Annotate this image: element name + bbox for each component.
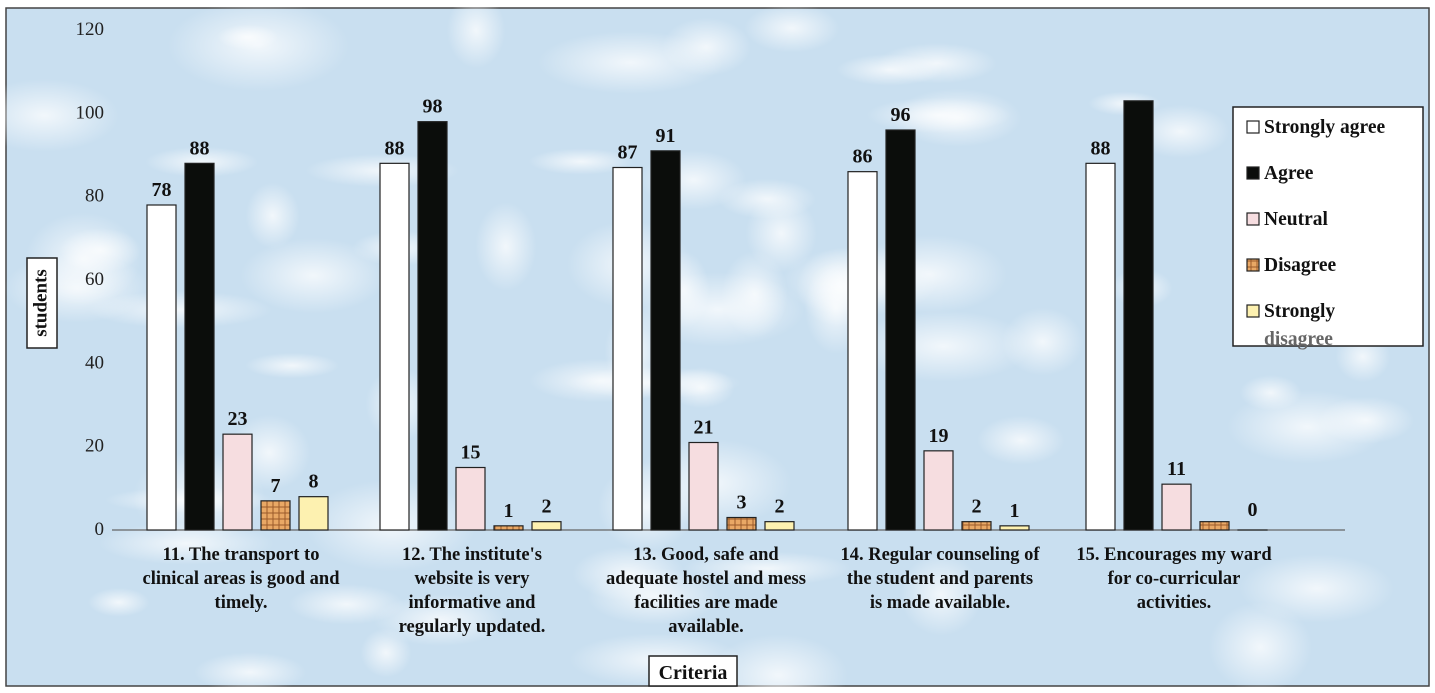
- category-label: website is very: [414, 569, 530, 589]
- data-label: 2: [542, 496, 552, 518]
- category-label: is made available.: [870, 593, 1010, 613]
- legend-swatch: [1247, 305, 1259, 317]
- data-label: 7: [271, 475, 281, 497]
- y-tick-label: 20: [85, 436, 104, 457]
- bar: [147, 205, 176, 530]
- legend-label: Disagree: [1264, 255, 1337, 276]
- bar: [689, 443, 718, 531]
- category-label: for co-curricular: [1108, 569, 1241, 589]
- y-tick-label: 100: [76, 102, 105, 123]
- y-tick-label: 40: [85, 352, 104, 373]
- data-label: 3: [737, 492, 747, 514]
- y-tick-label: 0: [95, 519, 105, 540]
- data-label: 96: [891, 104, 911, 126]
- data-label: 21: [694, 417, 714, 439]
- bar: [613, 168, 642, 531]
- category-label: informative and: [409, 593, 537, 613]
- background-cloud: [744, 4, 839, 53]
- y-tick-label: 80: [85, 186, 104, 207]
- category-label: 12. The institute's: [402, 545, 542, 565]
- bar: [494, 526, 523, 530]
- category-label: facilities are made: [634, 593, 778, 613]
- bar: [924, 451, 953, 530]
- x-axis-title: Criteria: [659, 662, 728, 684]
- legend-label: disagree: [1264, 329, 1333, 350]
- bar: [261, 501, 290, 530]
- category-label: activities.: [1137, 593, 1212, 613]
- data-label: 88: [385, 137, 405, 159]
- legend-swatch: [1247, 259, 1259, 271]
- data-label: 19: [929, 425, 949, 447]
- data-label: 86: [853, 146, 873, 168]
- y-axis-title: students: [30, 269, 51, 337]
- y-tick-label: 120: [76, 19, 105, 40]
- data-label: 78: [152, 179, 172, 201]
- category-label: timely.: [215, 593, 268, 613]
- bar: [886, 130, 915, 530]
- bar: [456, 468, 485, 531]
- data-label: 1: [504, 500, 514, 522]
- background-cloud: [88, 588, 150, 617]
- bar: [962, 522, 991, 530]
- legend-label: Strongly agree: [1264, 117, 1385, 138]
- data-label: 2: [972, 496, 982, 518]
- category-label: 15. Encourages my ward: [1076, 545, 1272, 565]
- data-label: 23: [228, 408, 248, 430]
- background-cloud: [475, 202, 536, 291]
- data-label: 91: [656, 125, 676, 147]
- legend-swatch: [1247, 213, 1259, 225]
- data-label: 15: [461, 442, 481, 464]
- bar: [727, 518, 756, 531]
- bar: [848, 172, 877, 530]
- bar: [1000, 526, 1029, 530]
- background-cloud: [1318, 396, 1415, 443]
- category-label: 11. The transport to: [163, 545, 320, 565]
- bar: [223, 434, 252, 530]
- bar: [651, 151, 680, 530]
- category-label: regularly updated.: [399, 617, 546, 637]
- bar: [299, 497, 328, 530]
- category-label: available.: [668, 617, 744, 637]
- background-cloud: [1002, 308, 1084, 376]
- legend-label: Neutral: [1264, 209, 1328, 230]
- background-cloud: [538, 31, 724, 94]
- data-label: 88: [1091, 137, 1111, 159]
- data-label: 88: [190, 137, 210, 159]
- bar: [380, 163, 409, 530]
- data-label: 98: [423, 96, 443, 118]
- data-label: 87: [618, 142, 638, 164]
- y-tick-label: 60: [85, 269, 104, 290]
- legend-swatch: [1247, 167, 1259, 179]
- category-label: the student and parents: [847, 569, 1033, 589]
- legend-swatch: [1247, 121, 1259, 133]
- background-cloud: [867, 97, 1012, 133]
- bar: [185, 163, 214, 530]
- bar: [418, 122, 447, 530]
- background-cloud: [217, 24, 278, 49]
- bar: [1086, 163, 1115, 530]
- category-label: 13. Good, safe and: [633, 545, 779, 565]
- bar: [1200, 522, 1229, 530]
- bar: [765, 522, 794, 530]
- data-label: 8: [309, 471, 319, 493]
- background-cloud: [246, 183, 300, 249]
- background-cloud: [718, 179, 816, 219]
- data-label: 2: [775, 496, 785, 518]
- category-label: 14. Regular counseling of: [840, 545, 1040, 565]
- bar: [532, 522, 561, 530]
- category-label: adequate hostel and mess: [606, 569, 806, 589]
- background-cloud: [977, 416, 1065, 465]
- legend-label: Strongly: [1264, 301, 1335, 322]
- bar: [1162, 484, 1191, 530]
- data-label: 0: [1248, 499, 1258, 521]
- bar: [1124, 101, 1153, 530]
- data-label: 11: [1167, 458, 1186, 480]
- data-label: 1: [1010, 500, 1020, 522]
- category-label: clinical areas is good and: [142, 569, 340, 589]
- background-cloud: [837, 54, 943, 86]
- background-cloud: [245, 353, 339, 379]
- legend-label: Agree: [1264, 163, 1314, 184]
